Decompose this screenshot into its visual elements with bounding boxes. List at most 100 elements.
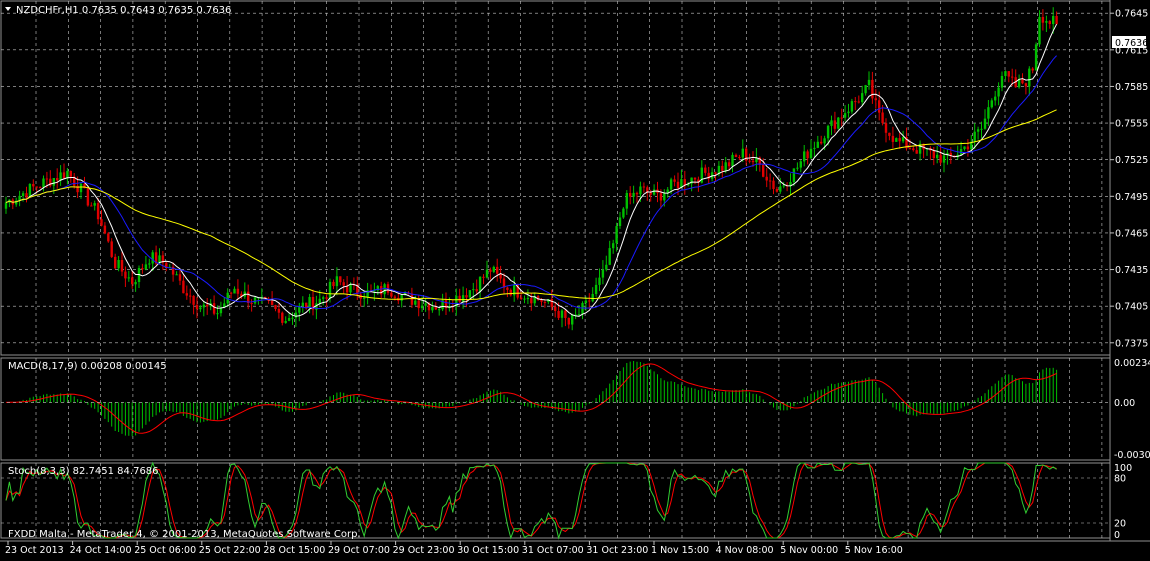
candle-body <box>734 154 738 157</box>
candle-body <box>673 179 676 182</box>
candle-body <box>458 295 461 302</box>
time-tick-label: 4 Nov 08:00 <box>716 545 774 556</box>
candle-body <box>66 171 69 179</box>
candle-body <box>250 303 253 304</box>
candle-body <box>966 146 970 150</box>
candle-body <box>994 96 997 101</box>
candle-body <box>284 321 287 323</box>
candle-body <box>751 160 755 163</box>
price-tick-label: 0.7435 <box>1115 265 1148 276</box>
candle-body <box>629 193 632 197</box>
candle-body <box>1052 16 1055 24</box>
candle-body <box>618 217 622 226</box>
candle-body <box>363 297 366 299</box>
candle-body <box>277 309 281 313</box>
candle-body <box>506 287 509 290</box>
candle-body <box>171 266 175 275</box>
macd-signal-line <box>5 363 1057 434</box>
candle-body <box>612 243 615 249</box>
candle-body <box>959 149 963 155</box>
candle-body <box>69 171 72 177</box>
candle-body <box>120 260 124 272</box>
candle-body <box>642 186 646 188</box>
candle-body <box>888 132 891 136</box>
candle-body <box>823 138 826 144</box>
candle-body <box>199 307 202 310</box>
price-axis[interactable]: 0.7645 0.7615 0.7585 0.7555 0.7525 0.7495 0.74… <box>1110 9 1150 541</box>
candle-body <box>997 87 1000 97</box>
candle-body <box>127 277 130 279</box>
time-tick-label: 31 Oct 23:00 <box>586 545 648 556</box>
candle-body <box>509 289 512 296</box>
candle-body <box>530 298 533 304</box>
candle-body <box>854 101 857 103</box>
candle-body <box>727 162 731 167</box>
candle-body <box>745 148 748 161</box>
candle-body <box>772 180 775 189</box>
candle-body <box>427 303 431 311</box>
candle-body <box>1055 16 1058 25</box>
candle-body <box>301 302 304 306</box>
candle-body <box>226 292 229 304</box>
candle-body <box>864 85 867 94</box>
candle-body <box>192 295 195 305</box>
candle-body <box>983 118 987 129</box>
candle-body <box>881 112 884 124</box>
candle-body <box>905 137 908 149</box>
candle-body <box>124 271 127 279</box>
candle-body <box>168 266 171 268</box>
candle-body <box>837 117 840 129</box>
watermark: FXDD Malta - MetaTrader 4, © 2001-2013, … <box>8 529 361 540</box>
candle-body <box>96 203 100 220</box>
candle-body <box>38 187 42 189</box>
candle-body <box>826 125 830 139</box>
price-tick-label: 0.7555 <box>1115 119 1148 130</box>
candle-body <box>328 281 332 299</box>
candle-body <box>134 282 137 285</box>
candle-body <box>639 186 642 195</box>
candle-body <box>45 178 49 180</box>
price-tick-label: 0.7465 <box>1115 228 1148 239</box>
price-tick-label: 0.7525 <box>1115 155 1148 166</box>
time-tick-label: 1 Nov 15:00 <box>651 545 709 556</box>
candle-body <box>878 100 881 113</box>
candle-series <box>4 7 1058 331</box>
candle-body <box>714 172 717 175</box>
time-axis[interactable]: 23 Oct 2013 24 Oct 14:00 25 Oct 06:00 25 Oc… <box>5 541 903 556</box>
stoch-tick-label: 20 <box>1114 519 1126 530</box>
candle-body <box>86 188 90 206</box>
candle-body <box>867 79 871 86</box>
candle-body <box>581 303 584 315</box>
candle-body <box>724 162 727 171</box>
candle-body <box>90 205 93 207</box>
candle-body <box>117 260 120 269</box>
candle-body <box>233 288 236 294</box>
candle-body <box>100 219 103 226</box>
candle-body <box>287 318 291 321</box>
candle-body <box>274 305 277 309</box>
candle-body <box>536 296 540 300</box>
candle-body <box>666 189 669 194</box>
candle-body <box>107 233 110 242</box>
macd-tick-label: 0.00234 <box>1114 358 1150 369</box>
candle-body <box>891 135 895 142</box>
candle-body <box>608 248 611 265</box>
candle-body <box>809 148 813 159</box>
candle-body <box>669 179 673 190</box>
candle-body <box>349 284 352 293</box>
candle-body <box>148 263 151 265</box>
candle-body <box>342 282 345 286</box>
candle-body <box>195 304 199 310</box>
candle-body <box>383 284 386 295</box>
candle-body <box>721 165 724 171</box>
candle-body <box>485 269 489 278</box>
candle-body <box>980 128 983 130</box>
candle-body <box>840 117 843 119</box>
ma-line-blue <box>5 55 1057 310</box>
stoch-signal-line <box>5 462 1057 539</box>
candle-body <box>468 290 472 298</box>
chevron-down-icon[interactable] <box>5 7 11 11</box>
candle-body <box>813 147 816 149</box>
